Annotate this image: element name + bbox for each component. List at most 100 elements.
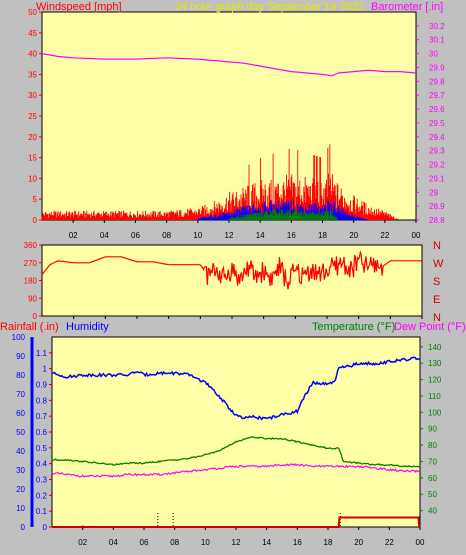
barometer-tick-label: 29.8	[429, 77, 445, 86]
dewpoint-line	[51, 463, 421, 478]
rainfall-tick-label: 1	[43, 365, 48, 374]
temperature-tick-label: 140	[428, 343, 442, 352]
humidity-tick-label: 30	[16, 466, 25, 475]
rainfall-tick-label: 0.6	[36, 428, 48, 437]
graph-date-title: 24 hour graph day September 19 2022	[175, 1, 364, 13]
wind-x-tick-label: 18	[318, 231, 327, 240]
direction-tick-label: 180	[24, 277, 38, 286]
rainfall-line	[52, 516, 421, 528]
wind-x-tick-label: 22	[380, 231, 389, 240]
climate-plot-area	[51, 336, 421, 528]
barometer-tick-label: 28.8	[429, 216, 445, 225]
climate-x-tick-label: 22	[385, 538, 394, 547]
wind-x-tick-label: 16	[287, 231, 296, 240]
windspeed-tick-label: 25	[28, 112, 37, 121]
rainfall-axis-label: Rainfall (.in)	[0, 321, 59, 333]
temperature-tick-label: 130	[428, 359, 442, 368]
rainfall-tick-label: 0	[43, 523, 48, 532]
rainfall-tick-label: 0.1	[36, 507, 48, 516]
windspeed-tick-label: 30	[28, 91, 37, 100]
temperature-tick-label: 120	[428, 376, 442, 385]
wind-x-tick-label: 02	[69, 231, 78, 240]
wind-x-tick-label: 12	[225, 231, 234, 240]
humidity-tick-label: 70	[16, 390, 25, 399]
climate-x-tick-label: 12	[232, 538, 241, 547]
wind-direction-line	[41, 249, 422, 290]
humidity-tick-label: 10	[16, 504, 25, 513]
climate-x-tick-label: 14	[262, 538, 271, 547]
direction-plot-area	[41, 244, 423, 317]
windspeed-tick-label: 35	[28, 70, 37, 79]
humidity-tick-label: 80	[16, 371, 25, 380]
barometer-axis-label: Barometer [.in]	[371, 1, 443, 13]
barometer-tick-label: 29.2	[429, 161, 445, 170]
temperature-tick-label: 80	[428, 441, 437, 450]
climate-x-tick-label: 08	[170, 538, 179, 547]
windspeed-tick-label: 5	[33, 195, 38, 204]
rainfall-tick-label: 0.8	[36, 396, 48, 405]
direction-letter-n-top: N	[433, 240, 441, 252]
dewpoint-axis-label: Dew Point (°F)	[394, 321, 466, 333]
temperature-tick-label: 100	[428, 408, 442, 417]
humidity-tick-label: 40	[16, 447, 25, 456]
wind-x-tick-label: 08	[162, 231, 171, 240]
climate-x-tick-label: 00	[416, 538, 425, 547]
barometer-tick-label: 29.3	[429, 147, 445, 156]
barometer-tick-label: 29.4	[429, 133, 445, 142]
temperature-tick-label: 90	[428, 425, 437, 434]
rainfall-tick-label: 0.3	[36, 476, 48, 485]
humidity-tick-label: 50	[16, 428, 25, 437]
climate-x-tick-label: 20	[354, 538, 363, 547]
rainfall-tick-label: 0.7	[36, 412, 48, 421]
direction-letter-s: S	[433, 276, 440, 288]
climate-x-tick-label: 10	[201, 538, 210, 547]
humidity-tick-label: 100	[12, 333, 26, 342]
windspeed-tick-label: 40	[28, 50, 37, 59]
temperature-line	[51, 436, 421, 468]
rainfall-tick-label: 0.4	[36, 460, 48, 469]
humidity-tick-label: 60	[16, 409, 25, 418]
windspeed-tick-label: 50	[28, 8, 37, 17]
climate-x-tick-label: 16	[293, 538, 302, 547]
direction-letter-w: W	[433, 258, 444, 270]
barometer-tick-label: 29.7	[429, 91, 445, 100]
rainfall-tick-label: 0.9	[36, 381, 48, 390]
wind-x-tick-label: 20	[349, 231, 358, 240]
temperature-tick-label: 70	[428, 457, 437, 466]
wind-x-tick-label: 10	[193, 231, 202, 240]
windspeed-tick-label: 10	[28, 174, 37, 183]
direction-tick-label: 90	[28, 294, 37, 303]
temperature-tick-label: 50	[428, 490, 437, 499]
barometer-tick-label: 30.2	[429, 22, 445, 31]
temperature-tick-label: 40	[428, 507, 437, 516]
rainfall-tick-label: 1.1	[36, 349, 48, 358]
wind-x-tick-label: 06	[131, 231, 140, 240]
humidity-tick-label: 20	[16, 485, 25, 494]
barometer-line	[41, 53, 417, 77]
direction-letter-e: E	[433, 294, 440, 306]
humidity-tick-label: 0	[21, 523, 26, 532]
direction-tick-label: 0	[33, 312, 38, 321]
climate-x-tick-label: 06	[140, 538, 149, 547]
barometer-tick-label: 29	[429, 188, 438, 197]
humidity-tick-label: 90	[16, 352, 25, 361]
windspeed-tick-label: 45	[28, 29, 37, 38]
rainfall-tick-label: 0.5	[36, 444, 48, 453]
rainfall-point	[81, 525, 85, 529]
humidity-axis-label: Humidity	[66, 321, 109, 333]
barometer-tick-label: 29.1	[429, 174, 445, 183]
direction-letter-n-bottom: N	[433, 312, 441, 324]
temperature-tick-label: 60	[428, 474, 437, 483]
temperature-tick-label: 110	[428, 392, 441, 401]
barometer-tick-label: 29.6	[429, 105, 445, 114]
climate-x-tick-label: 04	[109, 538, 118, 547]
barometer-tick-label: 29.9	[429, 63, 445, 72]
direction-tick-label: 270	[24, 259, 38, 268]
barometer-tick-label: 29.5	[429, 119, 445, 128]
barometer-tick-label: 30	[429, 50, 438, 59]
barometer-tick-label: 30.1	[429, 36, 445, 45]
wind-x-tick-label: 14	[256, 231, 265, 240]
climate-x-tick-label: 02	[78, 538, 87, 547]
